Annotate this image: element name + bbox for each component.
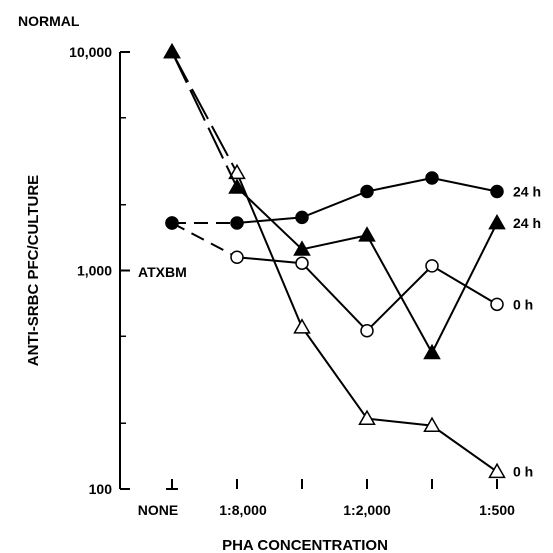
- y-tick-label: 100: [89, 481, 113, 497]
- series-layer: [163, 42, 506, 479]
- y-axis-title: ANTI-SRBC PFC/CULTURE: [25, 175, 42, 366]
- series-line-first-segment: [171, 51, 238, 188]
- data-point-open-circle: [295, 256, 309, 270]
- y-tick-label: 1,000: [77, 263, 112, 279]
- data-point-filled-triangle: [228, 178, 246, 194]
- series-line: [236, 172, 498, 473]
- series-filled-triangle: [163, 42, 506, 360]
- data-point-filled-triangle: [488, 213, 506, 230]
- series-end-label: 24 h: [513, 215, 541, 231]
- series-line-first-segment: [171, 222, 238, 259]
- data-point-filled-triangle: [423, 343, 441, 360]
- labels-layer: NORMAL ATXBM 0 h 24 h 0 h 24 h: [18, 13, 541, 480]
- x-tick-label: 1:8,000: [219, 502, 267, 518]
- axes: 10,000 1,000 100 NONE 1:8,000 1:2,000 1:500 PHA…: [25, 44, 515, 553]
- data-point-open-circle: [425, 259, 439, 273]
- data-point-filled-circle: [360, 184, 374, 199]
- x-axis-title: PHA CONCENTRATION: [222, 537, 388, 553]
- group-label-normal: NORMAL: [18, 13, 80, 29]
- x-tick-label: 1:500: [479, 502, 515, 518]
- data-point-open-triangle: [488, 462, 506, 479]
- data-point-filled-triangle: [293, 240, 311, 256]
- data-point-filled-triangle: [358, 226, 376, 242]
- data-point-open-circle: [360, 323, 374, 338]
- data-point-open-circle: [490, 297, 504, 312]
- series-line-first-segment: [171, 51, 238, 174]
- series-filled-circle: [165, 171, 504, 230]
- data-point-filled-circle: [295, 210, 309, 225]
- series-open-circle: [165, 216, 504, 338]
- data-point-open-triangle: [293, 318, 311, 334]
- data-point-open-triangle: [423, 416, 441, 433]
- x-tick-label: NONE: [138, 502, 178, 518]
- data-point-filled-circle: [230, 216, 244, 230]
- group-label-atxbm: ATXBM: [138, 264, 187, 280]
- data-point-open-circle: [230, 250, 244, 264]
- data-point-filled-circle: [425, 171, 439, 185]
- data-point-filled-circle: [490, 184, 504, 199]
- y-tick-label: 10,000: [69, 44, 112, 60]
- series-end-label: 24 h: [513, 183, 541, 199]
- series-end-label: 0 h: [513, 296, 533, 312]
- series-end-label: 0 h: [513, 464, 533, 480]
- data-point-filled-circle: [165, 216, 179, 230]
- data-point-open-triangle: [358, 409, 376, 425]
- series-open-triangle: [163, 42, 506, 479]
- series-line: [236, 256, 498, 333]
- data-point-filled-triangle: [163, 42, 181, 59]
- x-tick-label: 1:2,000: [343, 502, 391, 518]
